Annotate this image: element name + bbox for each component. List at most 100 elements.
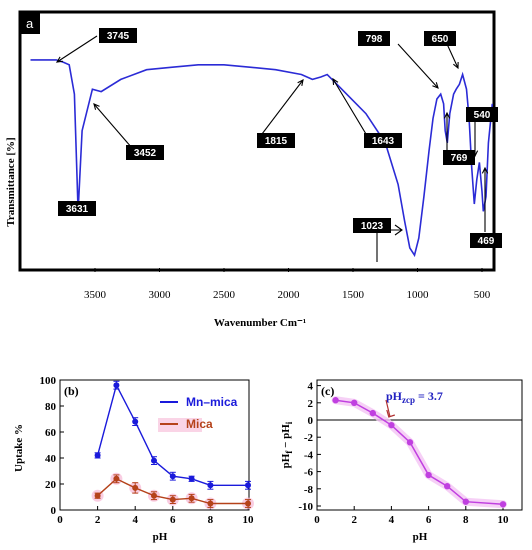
ftir-peak-arrowhead [55,56,64,63]
uptake-point [132,484,139,491]
uptake-point [188,495,195,502]
uptake-y-tick-label: 40 [45,453,57,465]
zcp-series [331,396,507,509]
zcp-arrow [385,399,396,418]
ftir-peak-label-1023: 1023 [353,218,403,262]
panel-c-label: (c) [321,384,334,398]
ftir-panel: a 3500 3000 2500 2000 1500 1000 500 Transmitta… [5,10,502,329]
ftir-peak-label-469: 469 [470,166,502,248]
uptake-point [151,492,157,499]
legend-label-1: Mica [186,417,213,431]
uptake-series-line [96,383,248,486]
ftir-peak-labels: 3745 3631 3452 1815 1643 1023 798 650 769 540 469 [55,28,502,262]
ftir-peak-arrow [93,103,133,149]
ftir-x-tick-label: 2500 [213,289,236,301]
zcp-x-tick-label: 0 [314,514,320,526]
zcp-point [351,399,358,406]
zcp-panel: (c) 0 2 4 6 8 10 4 2 0 -2 -4 -6 -8 -10 pHzcp = 3.7 pH… [280,379,523,543]
ftir-peak-arrowhead [443,111,451,119]
ftir-peak-arrow [261,79,304,135]
uptake-series-mica [91,472,254,510]
ftir-frame [18,10,496,272]
legend-glow [158,418,202,432]
ftir-peak-label-540: 540 [466,107,498,158]
ftir-peak-text: 1023 [361,221,384,232]
zcp-point [462,498,469,505]
zcp-point [499,501,507,508]
uptake-series-line [97,477,248,505]
uptake-x-tick-label: 10 [243,514,255,526]
zcp-line-glow [331,396,507,509]
ftir-peak-arrow [397,43,439,89]
ftir-peak-badge [470,233,502,248]
ftir-peak-label-650: 650 [424,31,459,70]
ftir-peak-arrowhead [471,150,479,158]
zcp-point [388,421,395,429]
ftir-peak-badge [358,31,390,46]
ftir-ylabel: Transmittance [%] [5,137,17,226]
ftir-peak-label-3745: 3745 [55,28,137,63]
ftir-peak-arrow [56,35,98,63]
panel-a-label: a [26,16,34,31]
uptake-xlabel: pH [153,531,168,543]
zcp-x-tick-label: 8 [463,514,469,526]
svg-text:pHzcp = 3.7: pHzcp = 3.7 [386,389,443,405]
uptake-ylabel: Uptake % [13,424,25,472]
uptake-series [91,380,254,510]
zcp-x-tick-label: 6 [426,514,432,526]
panel-a-badge [20,12,40,34]
uptake-point [132,418,139,425]
uptake-point [151,457,157,464]
ftir-x-tick-label: 1000 [407,289,430,301]
zcp-point [444,483,451,490]
uptake-point [207,500,214,507]
ftir-peak-arrowhead [453,61,459,70]
ftir-peak-label-1815: 1815 [257,78,304,148]
ftir-x-tick-label: 2000 [278,289,301,301]
uptake-series-mn-mica [94,380,251,490]
uptake-x-tick-label: 6 [170,514,176,526]
ftir-peak-text: 3452 [134,148,157,159]
zcp-x-tick-label: 4 [389,514,395,526]
uptake-point [113,382,120,389]
uptake-point [169,496,176,503]
ftir-x-tick-label: 3000 [149,289,172,301]
legend-label-0: Mn–mica [186,395,238,409]
ftir-spectrum-line [30,59,494,258]
uptake-point [94,452,101,459]
ftir-x-ticks: 3500 3000 2500 2000 1500 1000 500 [84,268,491,301]
ftir-peak-text: 3631 [66,204,89,215]
ftir-peak-arrowhead [93,103,100,110]
zcp-x-tick-label: 10 [498,514,510,526]
uptake-point [207,482,214,489]
ftir-peak-text: 3745 [107,31,130,42]
zcp-y-tick-label: 2 [308,398,314,410]
zcp-x-tick-label: 2 [351,514,357,526]
uptake-x-tick-label: 2 [95,514,101,526]
ftir-peak-label-1643: 1643 [332,77,402,148]
zcp-frame [316,379,523,511]
uptake-y-tick-label: 80 [45,401,57,413]
ftir-peak-text: 1643 [372,136,395,147]
ftir-x-tick-label: 3500 [84,289,107,301]
panel-b-label: (b) [64,384,79,398]
uptake-x-tick-label: 8 [208,514,214,526]
uptake-y-tick-label: 60 [45,427,57,439]
ftir-peak-text: 1815 [265,136,288,147]
ftir-peak-badge [257,133,295,148]
zcp-y-tick-label: 0 [308,415,314,427]
ftir-peak-arrow [332,78,367,135]
ftir-x-tick-label: 500 [474,289,491,301]
ftir-peak-arrow [446,43,459,69]
zcp-y-tick-label: -8 [304,484,314,496]
uptake-x-tick-label: 0 [57,514,63,526]
zcp-point [425,471,432,479]
ftir-peak-badge [443,150,475,165]
ftir-peak-text: 469 [478,236,495,247]
ftir-peak-arrowhead [481,166,489,174]
ftir-peak-badge [99,28,137,43]
ftir-peak-text: 540 [474,110,491,121]
ftir-peak-badge [364,133,402,148]
